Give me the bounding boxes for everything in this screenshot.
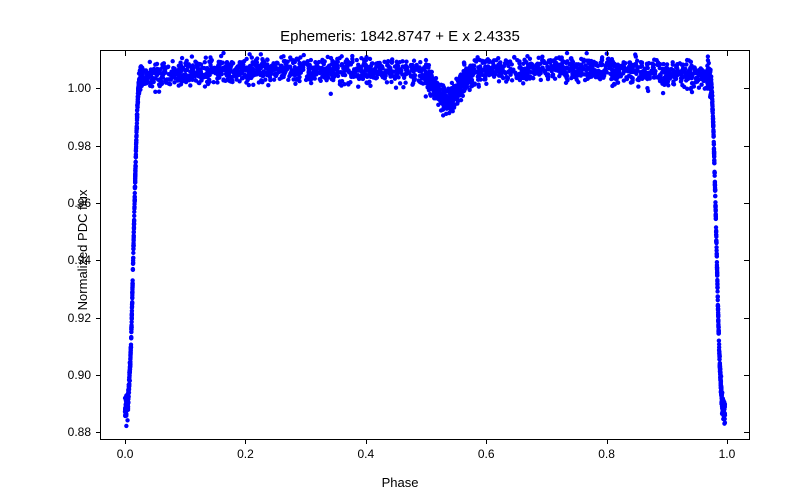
y-tick (96, 203, 101, 204)
figure: Ephemeris: 1842.8747 + E x 2.4335 Normal… (0, 0, 800, 500)
x-tick (125, 439, 126, 444)
x-tick (607, 51, 608, 56)
y-tick-label: 0.96 (68, 196, 91, 210)
y-tick (744, 88, 749, 89)
y-tick (744, 375, 749, 376)
x-tick-label: 0.2 (237, 447, 254, 461)
y-tick (744, 432, 749, 433)
y-tick-label: 0.90 (68, 368, 91, 382)
y-tick (96, 432, 101, 433)
x-tick (486, 439, 487, 444)
x-tick (245, 439, 246, 444)
x-tick (366, 439, 367, 444)
x-tick (607, 439, 608, 444)
x-tick (125, 51, 126, 56)
x-tick (486, 51, 487, 56)
x-tick-label: 0.8 (598, 447, 615, 461)
y-tick-label: 0.88 (68, 425, 91, 439)
x-tick-label: 1.0 (719, 447, 736, 461)
y-tick-label: 0.94 (68, 253, 91, 267)
x-tick (366, 51, 367, 56)
y-tick (744, 146, 749, 147)
axes: 0.00.20.40.60.81.00.880.900.920.940.960.… (100, 50, 750, 440)
y-tick (744, 318, 749, 319)
y-tick (744, 260, 749, 261)
x-tick-label: 0.0 (117, 447, 134, 461)
y-tick (96, 146, 101, 147)
y-tick (96, 318, 101, 319)
x-tick (727, 439, 728, 444)
y-tick (744, 203, 749, 204)
chart-title: Ephemeris: 1842.8747 + E x 2.4335 (0, 28, 800, 45)
y-tick (96, 88, 101, 89)
y-tick-label: 0.98 (68, 139, 91, 153)
x-tick-label: 0.6 (478, 447, 495, 461)
y-tick-label: 0.92 (68, 311, 91, 325)
y-tick (96, 260, 101, 261)
x-tick-label: 0.4 (357, 447, 374, 461)
y-tick-label: 1.00 (68, 81, 91, 95)
x-axis-label: Phase (0, 475, 800, 490)
x-tick (727, 51, 728, 56)
y-tick (96, 375, 101, 376)
x-tick (245, 51, 246, 56)
scatter-plot (101, 51, 749, 439)
